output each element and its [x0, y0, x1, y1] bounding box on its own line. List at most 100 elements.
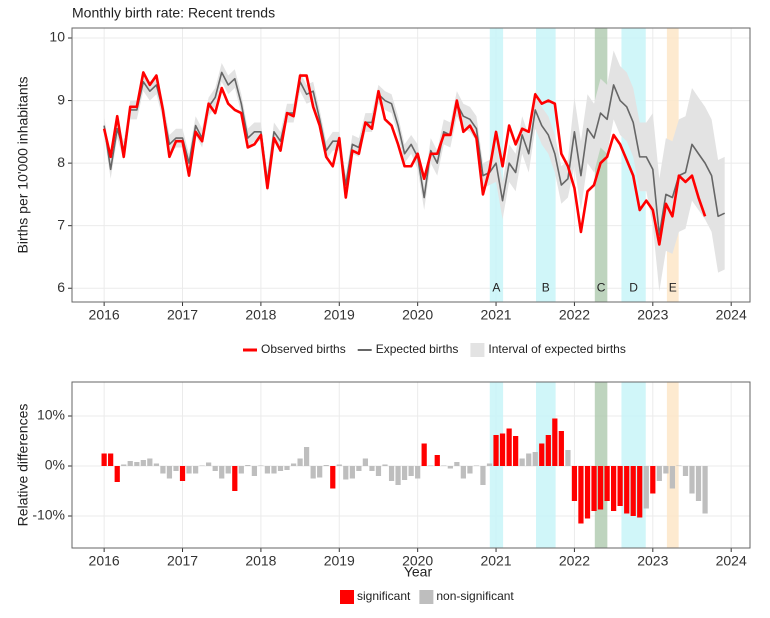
bar: [108, 453, 114, 466]
x-tick-label: 2020: [402, 553, 433, 569]
bar: [499, 433, 506, 466]
bar: [571, 466, 578, 501]
legend-label: Observed births: [261, 342, 346, 356]
bar: [552, 418, 558, 466]
bar: [513, 436, 519, 466]
y-tick-label: 0%: [45, 457, 65, 473]
bar: [650, 466, 656, 494]
bar: [415, 466, 421, 479]
panel-border: [71, 27, 751, 303]
y-tick-label: 10: [49, 29, 65, 45]
y-tick-label: -10%: [32, 507, 65, 523]
period-label: A: [492, 280, 500, 294]
bar: [147, 458, 153, 466]
x-axis-label: Year: [404, 564, 433, 580]
x-tick-label: 2016: [89, 553, 120, 569]
bar: [212, 466, 218, 471]
bar: [539, 443, 545, 466]
bar: [467, 466, 473, 474]
period-label: E: [669, 280, 677, 294]
bar: [134, 462, 140, 466]
bar: [624, 466, 630, 514]
x-tick-label: 2020: [402, 307, 433, 323]
bar: [277, 466, 284, 471]
bar: [578, 466, 584, 524]
legend-label: non-significant: [436, 589, 514, 603]
period-label: C: [597, 280, 606, 294]
bar: [388, 466, 395, 481]
bar: [199, 465, 205, 466]
bar: [591, 466, 597, 511]
x-tick-label: 2022: [559, 307, 590, 323]
bar: [206, 462, 212, 466]
bar: [526, 453, 532, 466]
x-tick-label: 2019: [324, 307, 355, 323]
bar: [173, 466, 179, 471]
bar: [192, 466, 199, 474]
bar: [127, 461, 133, 466]
x-tick-label: 2024: [716, 553, 747, 569]
bar: [460, 466, 466, 479]
bar: [121, 464, 127, 466]
bar: [179, 466, 186, 481]
y-tick-label: 10%: [37, 407, 65, 423]
x-tick-label: 2016: [89, 307, 120, 323]
period-label: D: [629, 280, 638, 294]
bar: [290, 463, 297, 466]
x-tick-label: 2023: [637, 553, 668, 569]
bar: [506, 428, 512, 466]
legend-label: Expected births: [376, 342, 459, 356]
bar: [245, 465, 251, 466]
bar: [532, 452, 538, 466]
bar: [565, 450, 571, 466]
bar: [604, 466, 610, 501]
bar: [317, 466, 323, 478]
y-tick-label: 6: [57, 279, 65, 295]
bar: [401, 466, 408, 480]
bar: [408, 466, 414, 476]
bar: [369, 466, 375, 471]
x-tick-label: 2023: [637, 307, 668, 323]
x-tick-label: 2017: [167, 307, 198, 323]
plot-area: [72, 382, 750, 548]
bar: [362, 458, 368, 466]
bar: [375, 466, 382, 476]
bar: [689, 466, 695, 494]
bar: [695, 466, 702, 501]
legend-swatch: [419, 590, 434, 604]
x-tick-label: 2018: [245, 307, 276, 323]
bar: [434, 455, 440, 466]
bar: [284, 466, 290, 470]
chart-title: Monthly birth rate: Recent trends: [72, 5, 275, 21]
bar: [271, 466, 277, 474]
bar: [251, 466, 258, 476]
bar: [232, 466, 238, 491]
bar: [343, 466, 349, 480]
legend-swatch: [340, 590, 354, 604]
y-axis-label: Births per 10'000 inhabitants: [15, 76, 31, 253]
series-line: [102, 71, 707, 246]
bar: [349, 466, 355, 479]
bar: [584, 466, 591, 519]
bar: [336, 464, 342, 466]
bar: [323, 465, 329, 466]
bar: [669, 466, 676, 489]
bar: [611, 466, 617, 511]
x-tick-label: 2021: [480, 307, 511, 323]
bar: [630, 466, 636, 516]
bar: [676, 465, 682, 466]
bar: [225, 466, 231, 474]
period-band: [621, 382, 646, 548]
bar: [643, 466, 649, 509]
legend-label: significant: [357, 589, 411, 603]
bar: [486, 463, 493, 466]
bar: [682, 466, 689, 476]
period-band: [594, 382, 608, 548]
bar: [166, 466, 173, 479]
bar: [101, 453, 107, 466]
x-tick-label: 2022: [559, 553, 590, 569]
bar: [480, 466, 486, 485]
bar: [219, 466, 225, 479]
x-tick-label: 2018: [245, 553, 276, 569]
bar: [473, 465, 480, 466]
